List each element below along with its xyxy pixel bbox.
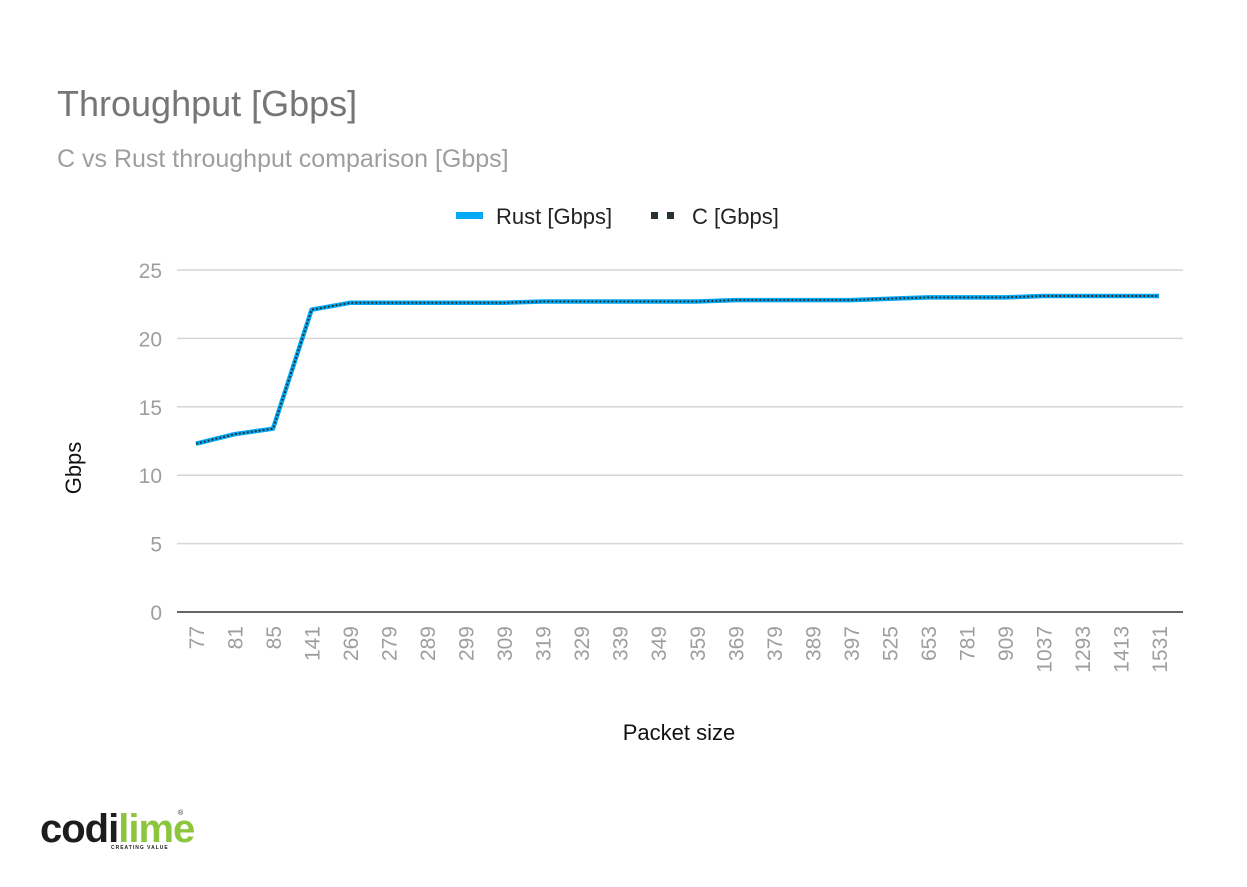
x-tick-label: 339 [610, 626, 633, 661]
x-tick-label: 289 [417, 626, 440, 661]
x-tick-label: 319 [533, 626, 556, 661]
x-tick-label: 1413 [1110, 626, 1133, 673]
x-tick-label: 1037 [1033, 626, 1056, 673]
logo-text-accent: lime [118, 807, 194, 851]
y-tick-label: 10 [139, 465, 162, 488]
x-tick-label: 349 [648, 626, 671, 661]
y-tick-label: 15 [139, 397, 162, 420]
x-tick-label: 525 [879, 626, 902, 661]
x-tick-label: 397 [841, 626, 864, 661]
x-tick-label: 77 [186, 626, 209, 649]
gridlines [177, 269, 1183, 613]
x-tick-label: 81 [225, 626, 248, 649]
x-tick-label: 389 [802, 626, 825, 661]
series-line-rust [195, 293, 1159, 446]
legend: Rust [Gbps] C [Gbps] [456, 204, 779, 229]
y-axis-label: Gbps [61, 442, 86, 495]
x-tick-label: 1293 [1072, 626, 1095, 673]
x-tick-label: 141 [302, 626, 325, 661]
logo-tagline: CREATING VALUE [111, 845, 169, 851]
chart-title: Throughput [Gbps] [57, 83, 357, 124]
x-tick-label: 379 [764, 626, 787, 661]
x-tick-label: 653 [918, 626, 941, 661]
legend-label: Rust [Gbps] [496, 204, 612, 229]
logo-registered-mark: ® [178, 809, 184, 817]
y-tick-label: 5 [150, 534, 162, 557]
x-tick-label: 309 [494, 626, 517, 661]
x-tick-label: 359 [687, 626, 710, 661]
x-axis-ticks: 77 81 85 141 269 279 289 299 309 319 329 339 349 359 3… [186, 626, 1172, 673]
chart-subtitle: C vs Rust throughput comparison [Gbps] [57, 145, 509, 173]
x-tick-label: 329 [571, 626, 594, 661]
x-tick-label: 279 [379, 626, 402, 661]
x-tick-label: 299 [456, 626, 479, 661]
x-tick-label: 1531 [1149, 626, 1172, 673]
x-axis-label: Packet size [623, 720, 736, 745]
legend-swatch-c-a [651, 212, 658, 219]
x-tick-label: 369 [725, 626, 748, 661]
x-tick-label: 781 [956, 626, 979, 661]
y-tick-label: 0 [150, 602, 162, 625]
legend-swatch-c-b [667, 212, 674, 219]
svg-text:codilime: codilime [40, 807, 194, 851]
y-tick-label: 25 [139, 260, 162, 283]
legend-label: C [Gbps] [692, 204, 779, 229]
y-axis-ticks: 0 5 10 15 20 25 [139, 260, 162, 625]
x-tick-label: 269 [340, 626, 363, 661]
series-line-c [195, 295, 1159, 445]
legend-swatch-rust [456, 212, 483, 219]
y-tick-label: 20 [139, 328, 162, 351]
logo-text-dark: codi [40, 807, 118, 851]
x-tick-label: 909 [995, 626, 1018, 661]
codilime-logo: codilime ® CREATING VALUE [40, 807, 195, 851]
x-tick-label: 85 [263, 626, 286, 649]
series-lines [195, 293, 1159, 446]
